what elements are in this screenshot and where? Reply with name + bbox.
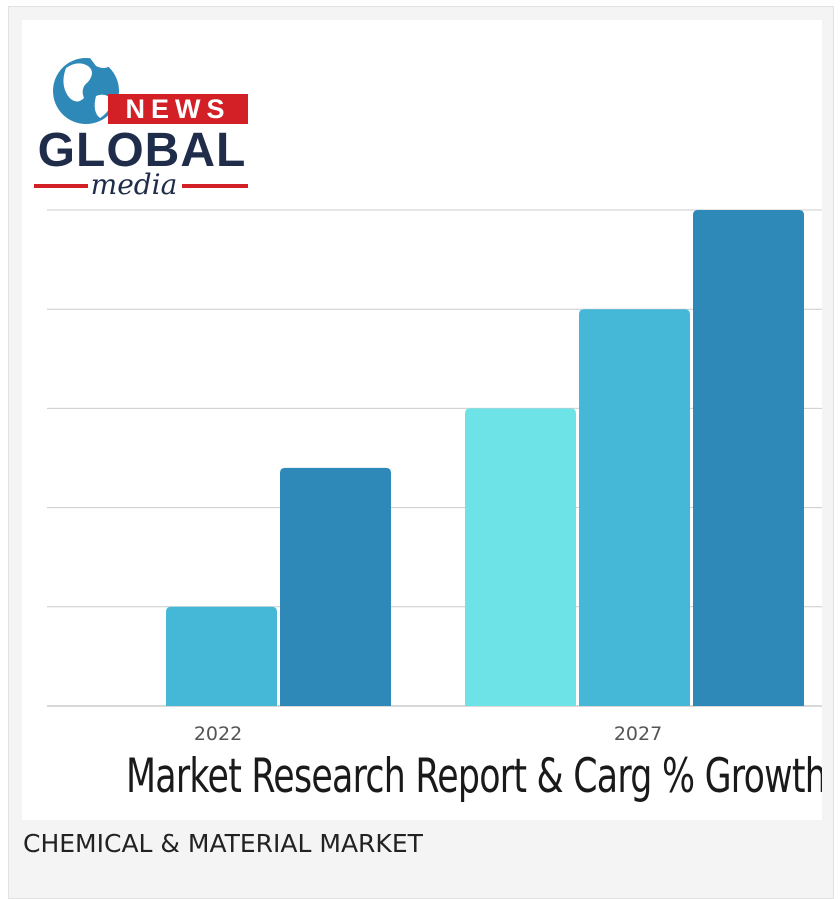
logo-media-word: media — [91, 168, 178, 201]
bar-2027-series-1 — [465, 408, 576, 706]
news-card[interactable]: 2022 2027 NEWS GLOBAL media Market Resear… — [8, 6, 834, 899]
market-chart-image: 2022 2027 NEWS GLOBAL media Market Resear… — [22, 20, 822, 820]
bar-2027-series-2 — [579, 309, 690, 706]
bar-2027-series-3 — [693, 210, 804, 706]
x-tick-label-2027: 2027 — [614, 723, 662, 745]
x-tick-label-2022: 2022 — [194, 723, 242, 745]
chart-title: Market Research Report & Carg % Growth A… — [126, 749, 822, 804]
global-news-media-logo: NEWS GLOBAL media — [34, 58, 248, 201]
bar-2022-series-2 — [166, 606, 277, 706]
news-banner — [108, 94, 248, 124]
globe-icon — [53, 58, 119, 124]
logo-news-word: NEWS — [126, 94, 231, 124]
bar-2022-series-3 — [280, 467, 391, 706]
bar-chart: 2022 2027 — [47, 209, 822, 745]
category-label[interactable]: CHEMICAL & MATERIAL MARKET — [23, 829, 423, 858]
logo-global-word: GLOBAL — [38, 124, 247, 177]
